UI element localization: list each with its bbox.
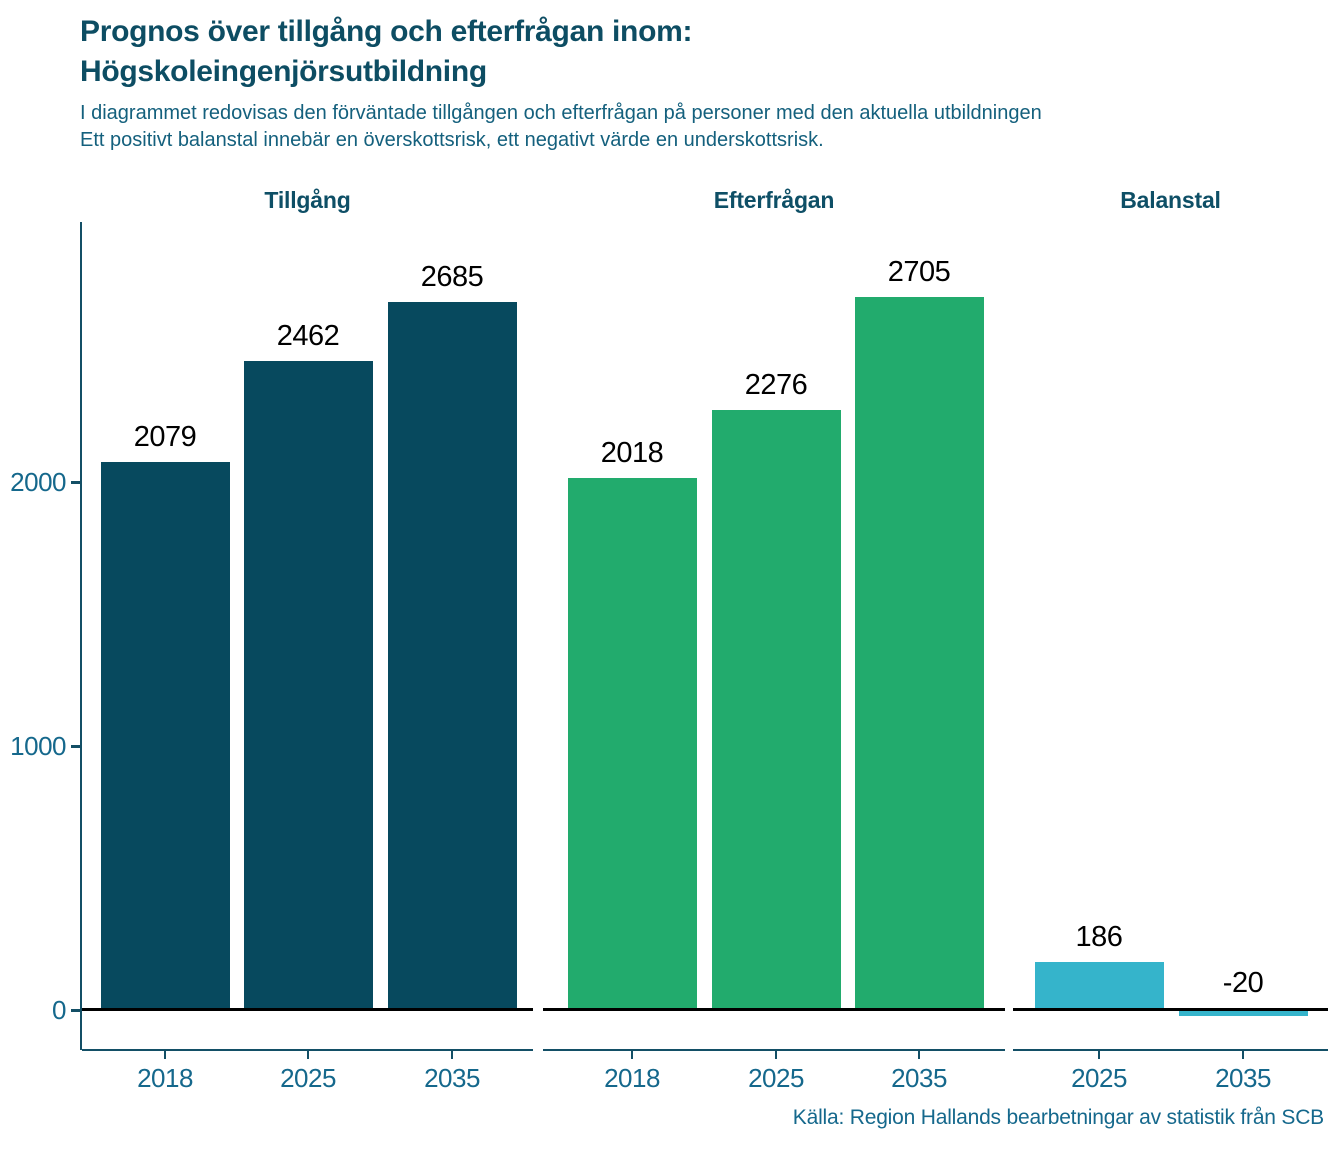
chart-subtitle-line2: Ett positivt balanstal innebär en översk…: [80, 129, 824, 151]
chart-title-line1: Prognos över tillgång och efterfrågan in…: [80, 15, 693, 48]
x-axis-line: [1013, 1049, 1328, 1051]
bar-value-label: 2018: [600, 437, 664, 469]
y-axis-tick: [71, 745, 80, 748]
x-axis-tick: [164, 1051, 166, 1059]
panel-title-efterfragan: Efterfrågan: [713, 187, 835, 213]
x-tick-label: 2035: [1215, 1063, 1271, 1093]
x-tick-label: 2035: [891, 1063, 947, 1093]
source-caption: Källa: Region Hallands bearbetningar av …: [792, 1106, 1324, 1129]
x-axis-line: [82, 1049, 533, 1051]
bar-value-label: 2276: [744, 369, 808, 401]
x-tick-label: 2018: [137, 1063, 193, 1093]
x-axis-tick: [1242, 1051, 1244, 1059]
y-axis-tick: [71, 481, 80, 484]
bar-2025: [712, 410, 841, 1011]
bar-value-label: 2079: [133, 421, 197, 453]
bar-2035: [855, 297, 984, 1011]
x-axis-tick: [918, 1051, 920, 1059]
y-axis-tick: [71, 1009, 80, 1012]
x-axis-tick: [775, 1051, 777, 1059]
panel-title-tillgang: Tillgång: [264, 187, 351, 213]
zero-baseline: [1013, 1008, 1328, 1011]
bar-value-label: 2705: [887, 256, 951, 288]
bar-2018: [101, 462, 230, 1011]
y-axis-line: [80, 222, 82, 1050]
zero-baseline: [82, 1008, 533, 1011]
chart-title-line2: Högskoleingenjörsutbildning: [80, 55, 487, 88]
bar-value-label: 2685: [420, 261, 484, 293]
bar-2025: [1035, 962, 1164, 1011]
zero-baseline: [543, 1008, 1005, 1011]
panel-title-balanstal: Balanstal: [1120, 187, 1221, 213]
bar-2035: [388, 302, 517, 1011]
x-axis-tick: [631, 1051, 633, 1059]
panel-efterfragan: 2018 2018 2276 2025 2705 2035: [543, 222, 1005, 1095]
x-axis-tick: [307, 1051, 309, 1059]
x-tick-label: 2018: [604, 1063, 660, 1093]
x-tick-label: 2025: [1071, 1063, 1127, 1093]
chart-subtitle: I diagrammet redovisas den förväntade ti…: [80, 100, 1042, 154]
y-tick-label: 0: [52, 995, 66, 1025]
bar-value-label: 2462: [276, 320, 340, 352]
x-axis-line: [543, 1049, 1005, 1051]
x-tick-label: 2035: [424, 1063, 480, 1093]
panel-tillgang: 2079 2018 2462 2025 2685 2035: [82, 222, 533, 1095]
chart-subtitle-line1: I diagrammet redovisas den förväntade ti…: [80, 102, 1042, 124]
x-axis-tick: [451, 1051, 453, 1059]
bar-value-label: 186: [1075, 921, 1123, 953]
bar-2025: [244, 361, 373, 1011]
x-axis-tick: [1098, 1051, 1100, 1059]
x-tick-label: 2025: [748, 1063, 804, 1093]
bar-value-label: -20: [1222, 967, 1264, 999]
panel-balanstal: 186 2025 -20 2035: [1013, 222, 1328, 1095]
bar-2018: [568, 478, 697, 1011]
y-tick-label: 1000: [10, 731, 66, 761]
bar-2035: [1179, 1011, 1308, 1016]
x-tick-label: 2025: [280, 1063, 336, 1093]
chart-title: Prognos över tillgång och efterfrågan in…: [80, 12, 692, 92]
y-tick-label: 2000: [10, 467, 66, 497]
